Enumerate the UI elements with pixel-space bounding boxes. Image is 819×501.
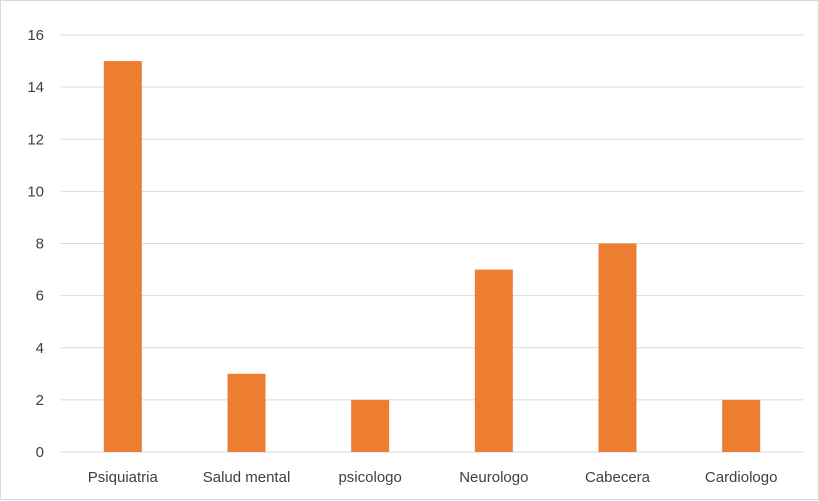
y-tick-label: 2	[36, 392, 44, 409]
x-category-label: Cardiologo	[705, 469, 778, 486]
x-category-label: Neurologo	[459, 469, 528, 486]
bar-cardiologo	[722, 399, 761, 452]
bar-neurologo	[474, 269, 513, 452]
x-category-label: Psiquiatria	[88, 469, 159, 486]
y-tick-label: 16	[27, 27, 44, 44]
bar-psicologo	[351, 399, 390, 452]
bar-salud-mental	[227, 373, 266, 452]
bar-cabecera	[598, 243, 637, 452]
y-tick-label: 0	[36, 444, 44, 461]
y-tick-label: 6	[36, 288, 44, 305]
y-tick-label: 4	[36, 340, 44, 357]
x-category-label: Salud mental	[203, 469, 291, 486]
y-tick-label: 12	[27, 131, 44, 148]
gridlines	[61, 34, 803, 453]
bar-psiquiatria	[103, 61, 142, 452]
x-axis-labels: Psiquiatria Salud mental psicologo Neurolog…	[88, 469, 778, 486]
y-tick-label: 10	[27, 183, 44, 200]
y-axis-labels: 0 2 4 6 8 10 12 14 16	[27, 27, 44, 461]
y-tick-label: 14	[27, 79, 44, 96]
x-category-label: Cabecera	[585, 469, 651, 486]
y-tick-label: 8	[36, 236, 44, 253]
bars	[103, 61, 761, 452]
x-category-label: psicologo	[338, 469, 401, 486]
